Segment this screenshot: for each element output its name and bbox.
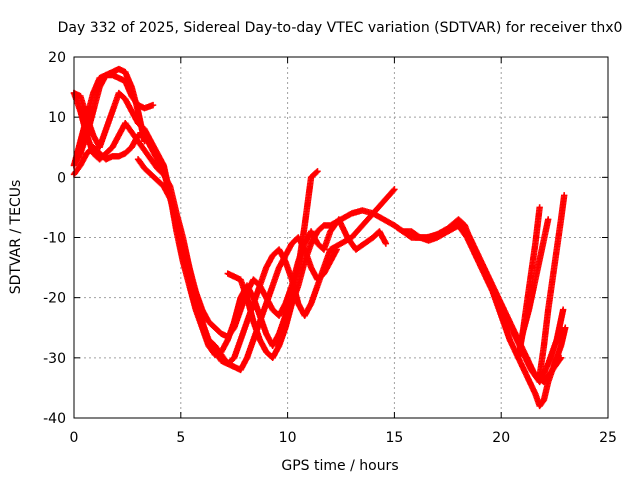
y-tick-label: 0 xyxy=(57,170,66,186)
data-point-marker xyxy=(314,168,321,175)
data-point-marker xyxy=(382,240,390,247)
series-track-10 xyxy=(515,204,543,362)
y-tick-label: 10 xyxy=(48,110,66,126)
x-tick-label: 10 xyxy=(279,430,297,446)
x-axis-ticks: 0 5 10 15 20 25 xyxy=(70,57,617,446)
series-track-12 xyxy=(519,216,552,337)
x-tick-label: 20 xyxy=(492,430,510,446)
data-point-marker xyxy=(559,306,567,313)
chart-title: Day 332 of 2025, Sidereal Day-to-day VTE… xyxy=(58,20,623,36)
data-point-marker xyxy=(536,204,543,211)
data-point-marker xyxy=(391,186,398,193)
y-tick-label: -30 xyxy=(43,351,66,367)
series-track-11 xyxy=(536,192,568,380)
y-axis-ticks: -40 -30 -20 -10 0 10 20 xyxy=(43,50,608,427)
y-tick-label: 20 xyxy=(48,50,66,66)
y-tick-label: -20 xyxy=(43,291,66,307)
data-point-marker xyxy=(313,169,320,176)
x-axis-label: GPS time / hours xyxy=(281,458,398,474)
data-point-marker xyxy=(390,187,397,194)
plot-frame xyxy=(73,56,609,419)
data-point-marker xyxy=(544,216,552,223)
data-point-marker xyxy=(562,324,569,331)
x-tick-label: 5 xyxy=(176,430,185,446)
x-tick-label: 0 xyxy=(70,430,79,446)
y-axis-label: SDTVAR / TECUs xyxy=(8,180,24,295)
x-tick-label: 15 xyxy=(385,430,403,446)
series-track-9 xyxy=(412,216,567,386)
y-tick-label: -10 xyxy=(43,231,66,247)
data-series xyxy=(70,65,569,410)
data-point-marker xyxy=(561,192,568,199)
data-point-marker xyxy=(149,101,157,109)
y-tick-label: -40 xyxy=(43,411,66,427)
x-tick-label: 25 xyxy=(599,430,617,446)
